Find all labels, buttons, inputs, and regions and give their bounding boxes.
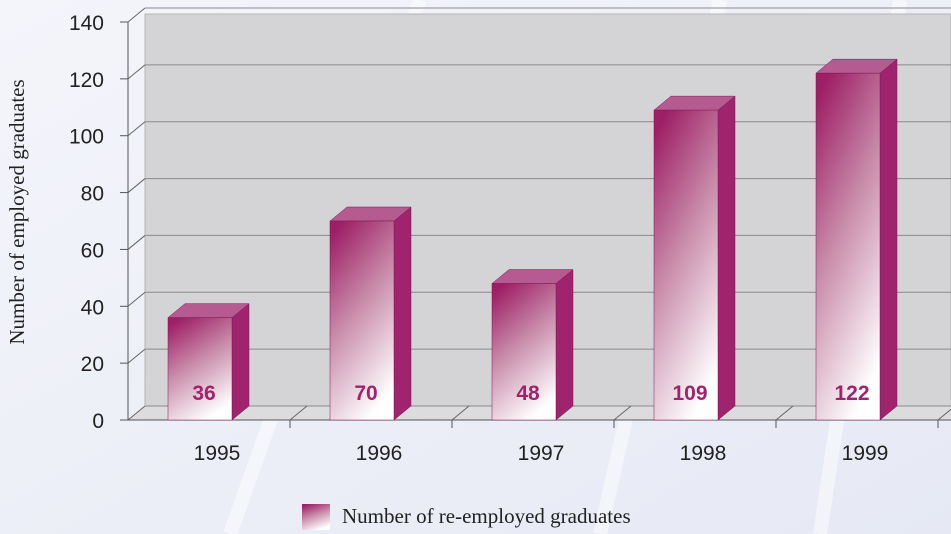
value-label: 36 xyxy=(192,382,215,405)
floor-divider xyxy=(937,408,951,421)
value-label: 48 xyxy=(516,382,540,405)
floor-divider xyxy=(451,405,470,421)
value-label: 109 xyxy=(672,382,707,405)
grid-line xyxy=(127,348,146,364)
legend-label: Number of re-employed graduates xyxy=(342,504,631,528)
bar xyxy=(491,283,557,421)
bar xyxy=(815,72,881,421)
legend-swatch xyxy=(302,504,330,530)
y-tick-label: 40 xyxy=(81,296,104,319)
floor-divider xyxy=(613,405,632,421)
y-tick-label: 100 xyxy=(69,126,104,149)
grid-line xyxy=(127,178,146,193)
y-tick-label: 80 xyxy=(81,183,104,206)
grid-line xyxy=(127,64,146,80)
x-tick-label: 1996 xyxy=(356,442,403,465)
grid-line xyxy=(127,7,146,23)
floor-divider xyxy=(289,405,308,421)
y-tick-label: 60 xyxy=(81,239,104,262)
bar xyxy=(653,109,719,421)
bar-side xyxy=(231,303,250,421)
value-label: 70 xyxy=(354,382,377,405)
y-tick-label: 140 xyxy=(69,12,104,35)
bar-side xyxy=(879,58,898,421)
grid-line xyxy=(127,405,146,421)
floor-divider xyxy=(775,405,794,421)
grid-line xyxy=(127,235,146,250)
y-tick-label: 120 xyxy=(69,69,104,92)
x-tick-label: 1999 xyxy=(842,442,889,465)
value-label: 122 xyxy=(834,382,869,405)
x-tick-label: 1995 xyxy=(194,442,241,465)
y-tick-label: 20 xyxy=(81,353,104,376)
grid-line xyxy=(127,121,146,137)
bar-side xyxy=(717,95,736,421)
x-tick-label: 1997 xyxy=(518,442,565,465)
bar xyxy=(329,220,395,421)
bar-side xyxy=(555,269,574,421)
bar xyxy=(167,317,233,421)
y-tick-label: 0 xyxy=(92,410,104,433)
x-tick-label: 1998 xyxy=(680,442,727,465)
bar-side xyxy=(393,206,412,421)
grid-line xyxy=(127,291,146,307)
y-axis-title: Number of employed graduates xyxy=(5,79,29,344)
